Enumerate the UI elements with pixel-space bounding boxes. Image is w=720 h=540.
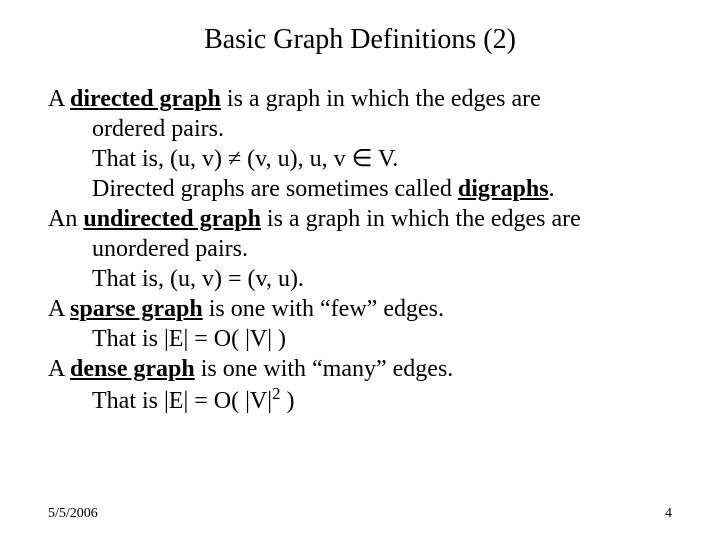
text: Directed graphs are sometimes called — [92, 176, 458, 202]
text: A — [48, 296, 70, 322]
text: . — [549, 176, 555, 202]
slide-title: Basic Graph Definitions (2) — [0, 0, 720, 84]
text: That is |E| = O( |V| — [92, 388, 272, 414]
text: An — [48, 206, 83, 232]
line-digraphs: Directed graphs are sometimes called dig… — [48, 174, 672, 204]
footer-page-number: 4 — [665, 506, 672, 522]
line-dense-graph: A dense graph is one with “many” edges. — [48, 354, 672, 384]
text: is one with “few” edges. — [203, 296, 444, 322]
line-sparse-bigO: That is |E| = O( |V| ) — [48, 324, 672, 354]
line-sparse-graph: A sparse graph is one with “few” edges. — [48, 294, 672, 324]
line-dense-bigO: That is |E| = O( |V|2 ) — [48, 384, 672, 416]
term-sparse-graph: sparse graph — [70, 296, 203, 322]
line-uv-eq-vu: That is, (u, v) = (v, u). — [48, 264, 672, 294]
line-uv-neq-vu: That is, (u, v) ≠ (v, u), u, v ∈ V. — [48, 144, 672, 174]
slide-body: A directed graph is a graph in which the… — [0, 84, 720, 416]
line-unordered-pairs: unordered pairs. — [48, 234, 672, 264]
slide: Basic Graph Definitions (2) A directed g… — [0, 0, 720, 540]
text: A — [48, 356, 70, 382]
slide-footer: 5/5/2006 4 — [48, 506, 672, 522]
term-directed-graph: directed graph — [70, 86, 221, 112]
line-directed-graph: A directed graph is a graph in which the… — [48, 84, 672, 114]
term-dense-graph: dense graph — [70, 356, 195, 382]
footer-date: 5/5/2006 — [48, 506, 98, 522]
line-ordered-pairs: ordered pairs. — [48, 114, 672, 144]
line-undirected-graph: An undirected graph is a graph in which … — [48, 204, 672, 234]
text: is a graph in which the edges are — [261, 206, 581, 232]
term-undirected-graph: undirected graph — [83, 206, 261, 232]
text: ) — [280, 388, 294, 414]
text: is one with “many” edges. — [195, 356, 454, 382]
text: A — [48, 86, 70, 112]
text: is a graph in which the edges are — [221, 86, 541, 112]
term-digraphs: digraphs — [458, 176, 549, 202]
